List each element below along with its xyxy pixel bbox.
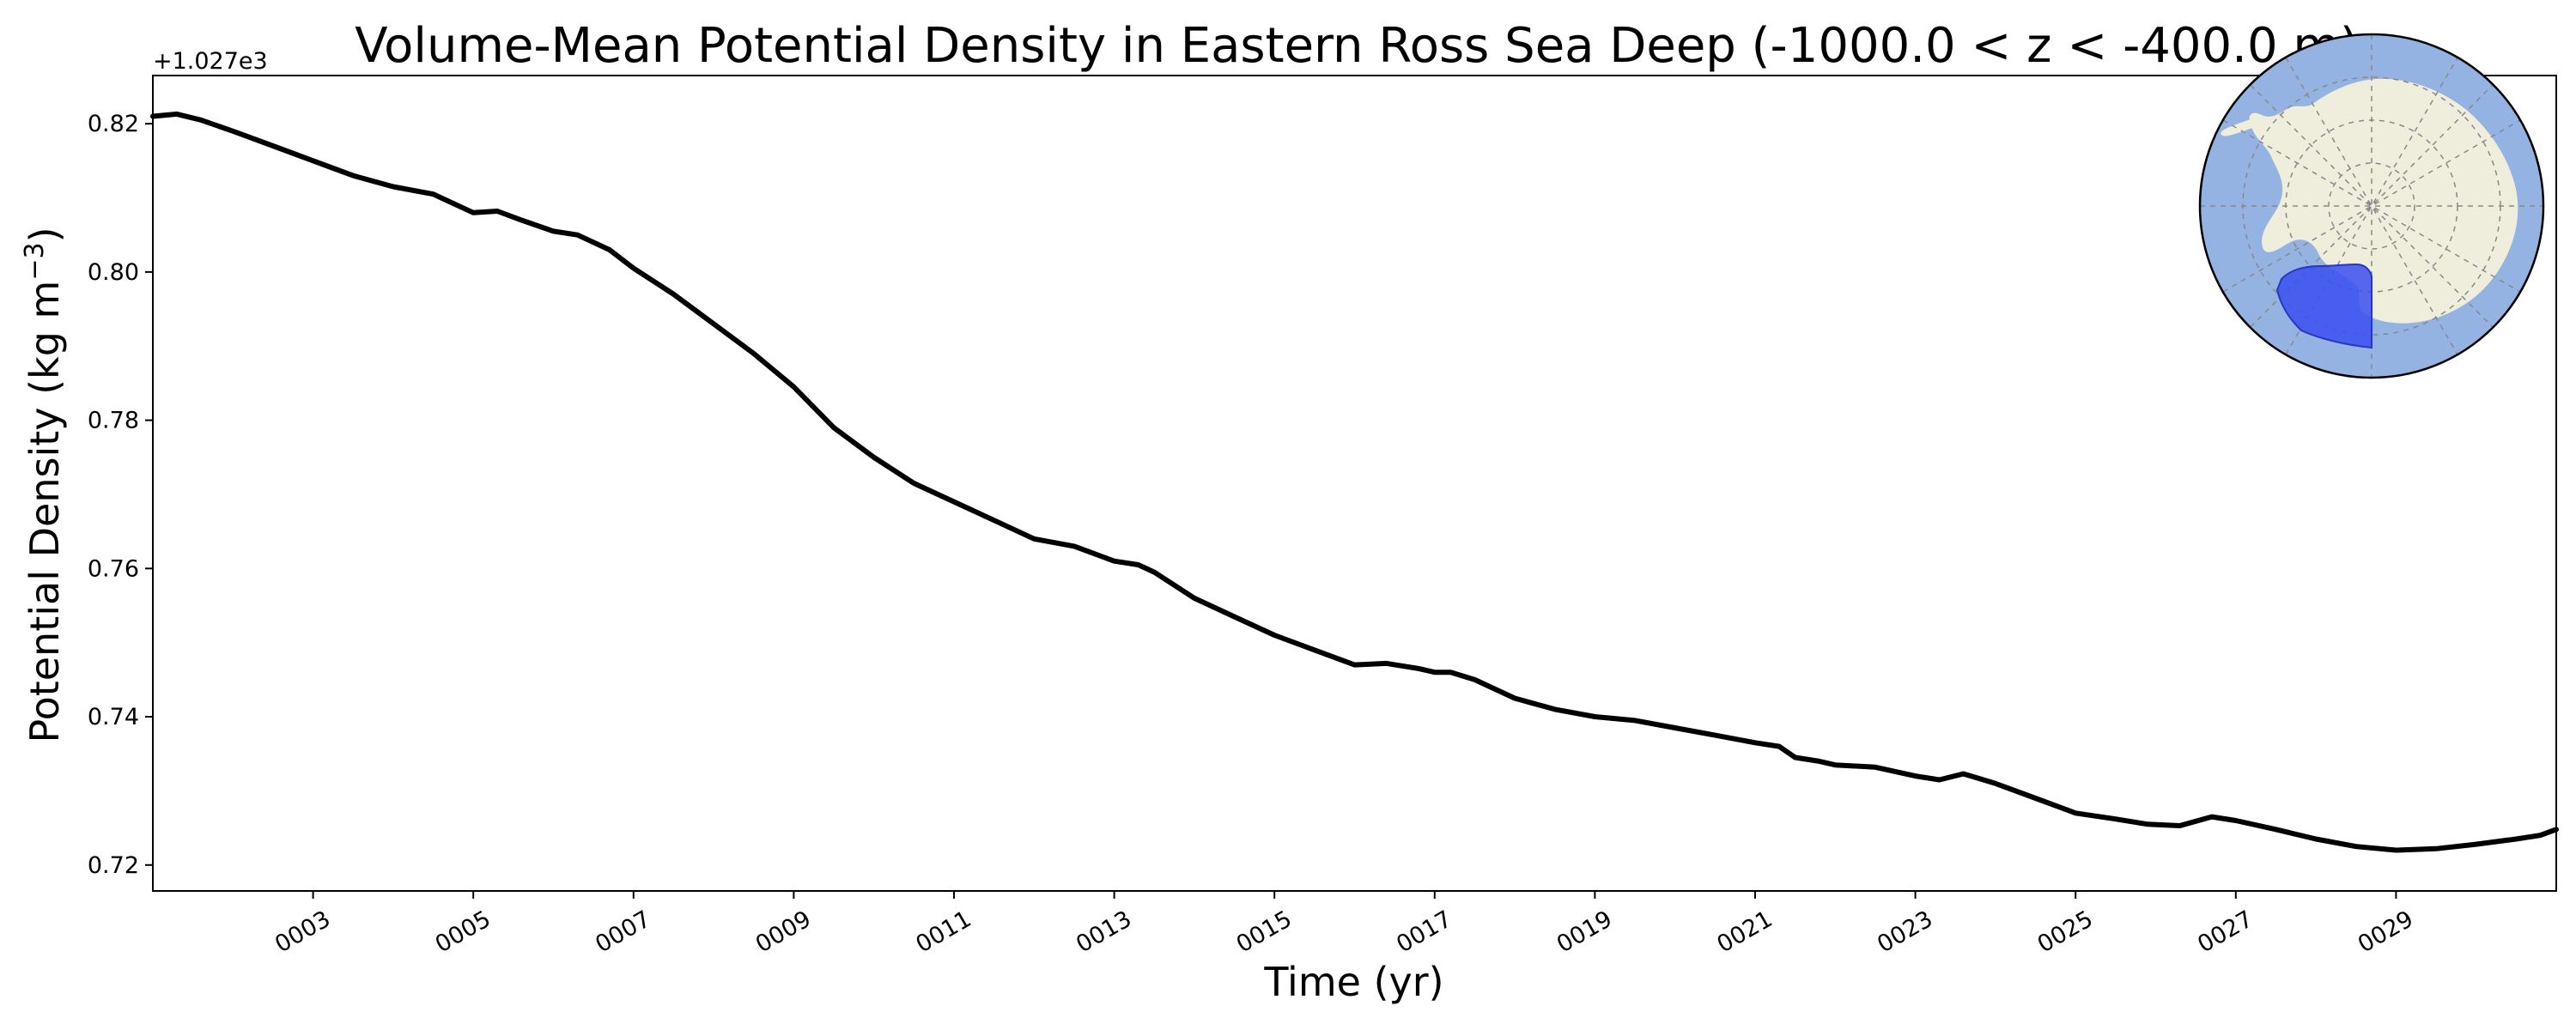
series-layer (150, 111, 2559, 853)
y-axis-label-suffix: ) (21, 227, 68, 242)
x-tick-label: 0007 (591, 906, 655, 958)
x-tick-label: 0023 (1873, 906, 1937, 958)
y-axis-label-main: Potential Density (kg m (21, 281, 68, 743)
x-tick-label: 0027 (2193, 906, 2257, 958)
x-tick-label: 0021 (1712, 906, 1777, 958)
y-axis-ticks: 0.72 0.74 0.76 0.78 0.80 0.82 (88, 111, 153, 879)
axes-frame (152, 75, 2557, 892)
y-tick-label: 0.82 (88, 111, 139, 137)
chart-title: Volume-Mean Potential Density in Eastern… (355, 18, 2359, 74)
x-tick-label: 0029 (2354, 906, 2418, 958)
inset-border (2198, 33, 2545, 379)
y-axis-label: Potential Density (kg m−3) (20, 227, 68, 742)
antarctic-peninsula (2221, 115, 2262, 136)
x-tick-label: 0009 (751, 906, 816, 958)
y-axis-label-superscript: −3 (20, 242, 50, 280)
y-tick-label: 0.78 (88, 408, 139, 434)
series-line-eastern-ross-sea-deep (150, 111, 2559, 853)
x-tick-label: 0011 (911, 906, 975, 958)
x-axis-label: Time (yr) (1263, 959, 1443, 1005)
y-axis-offset-text: +1.027e3 (153, 48, 268, 75)
eastern-ross-sea-region (2275, 263, 2372, 349)
x-tick-label: 0019 (1552, 906, 1617, 958)
y-tick-label: 0.72 (88, 852, 139, 879)
x-tick-label: 0005 (431, 906, 495, 958)
x-tick-label: 0013 (1072, 906, 1136, 958)
x-tick-label: 0017 (1392, 906, 1456, 958)
x-axis-ticks: 0003 0005 0007 0009 0011 0013 0015 0017 0019 0021… (270, 891, 2418, 958)
y-tick-label: 0.80 (88, 259, 139, 286)
y-tick-label: 0.76 (88, 555, 139, 582)
y-tick-label: 0.74 (88, 704, 139, 730)
antarctica-inset-map (2198, 33, 2545, 379)
x-tick-label: 0025 (2033, 906, 2098, 958)
x-tick-label: 0015 (1232, 906, 1297, 958)
x-tick-label: 0003 (270, 906, 335, 958)
